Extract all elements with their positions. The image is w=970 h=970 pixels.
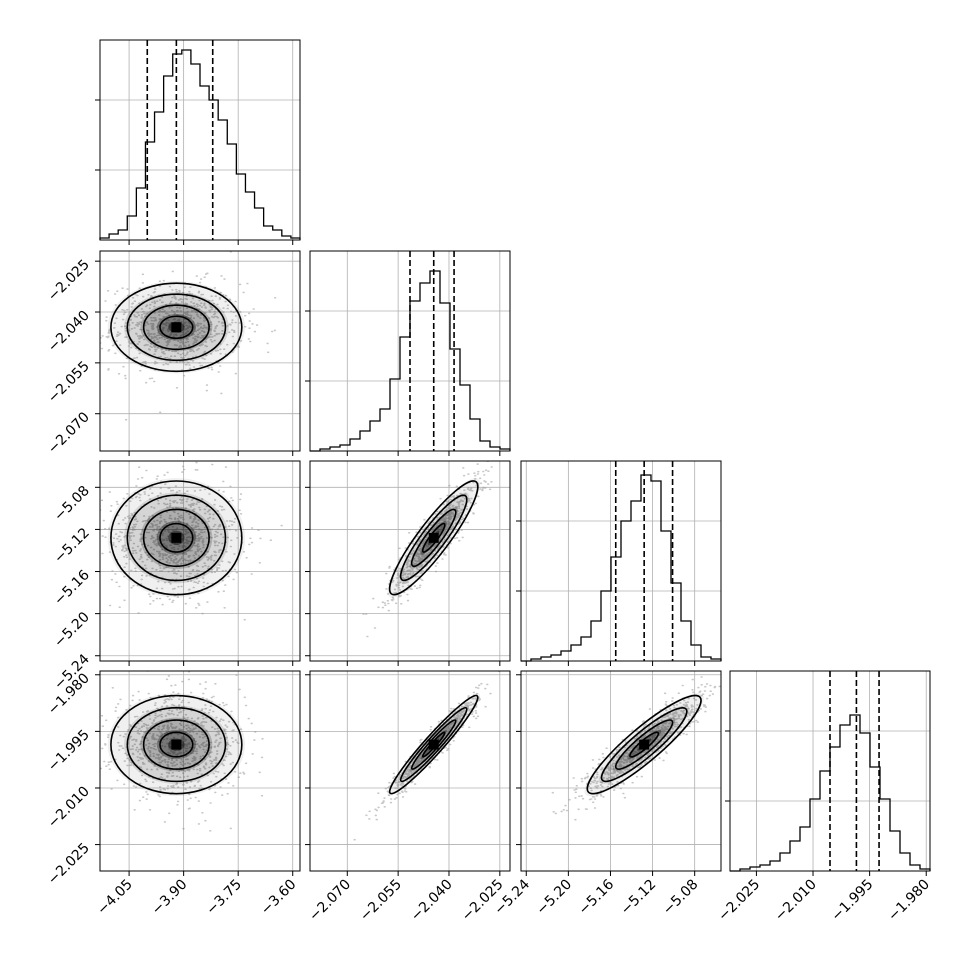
x-tick-label: −2.025	[715, 877, 763, 925]
y-tick-label: −1.995	[45, 727, 93, 775]
contour-line	[159, 731, 194, 758]
contour-line	[614, 719, 674, 770]
contour-line	[399, 494, 468, 582]
panel-frame	[309, 460, 511, 662]
x-tick-label: −4.05	[94, 877, 136, 919]
density-panel-4-1	[99, 670, 301, 872]
hist-panel-2	[305, 250, 511, 452]
contour-line	[142, 304, 210, 351]
density-content	[310, 671, 510, 871]
density-peak	[639, 739, 650, 750]
x-tick-label: −5.20	[534, 877, 576, 919]
contour-line	[399, 706, 468, 783]
contour-line	[159, 315, 194, 340]
y-tick-label: −5.08	[51, 483, 93, 525]
density-content	[310, 461, 510, 661]
density-panel-4-3	[520, 670, 722, 872]
density-panel-3-2	[309, 460, 511, 662]
x-tick-label: −3.90	[149, 877, 191, 919]
y-tick-label: −5.20	[51, 609, 93, 651]
contour-line	[410, 508, 457, 568]
density-peak	[428, 739, 439, 750]
x-tick-label: −3.60	[258, 877, 300, 919]
contour-line	[600, 706, 688, 783]
y-tick-label: −2.025	[45, 257, 93, 305]
x-tick-label: −1.980	[885, 877, 933, 925]
density-peak	[171, 532, 182, 543]
contour-line	[110, 480, 243, 596]
x-tick-label: −2.070	[306, 877, 354, 925]
hist-panel-1	[95, 39, 301, 241]
panel-background	[521, 461, 721, 661]
x-tick-label: −2.055	[357, 877, 405, 925]
panel-frame	[99, 39, 301, 241]
panel-frame	[99, 460, 301, 662]
panel-frame	[309, 250, 511, 452]
y-tick-label: −2.010	[45, 783, 93, 831]
density-peak	[171, 322, 182, 333]
contour-line	[110, 282, 243, 373]
contour-line	[126, 706, 227, 783]
scatter-points	[100, 671, 264, 832]
x-tick-label: −2.040	[408, 877, 456, 925]
contour-line	[142, 508, 210, 568]
panel-frame	[99, 670, 301, 872]
hist-panel-4	[725, 670, 931, 872]
panel-frame	[520, 460, 722, 662]
contour-line	[388, 694, 479, 795]
histogram-3	[521, 474, 722, 662]
density-panel-3-1	[99, 460, 301, 662]
density-panel-4-2	[309, 670, 511, 872]
y-tick-label: −2.055	[45, 358, 93, 406]
x-tick-label: −1.995	[829, 877, 877, 925]
contour-line	[142, 719, 210, 770]
panel-frame	[99, 250, 301, 452]
x-tick-label: −3.75	[203, 877, 245, 919]
density-peak	[171, 739, 182, 750]
contour-line	[586, 694, 702, 795]
hist-panel-3	[516, 460, 722, 662]
density-content	[521, 671, 721, 871]
panel-frame	[520, 670, 722, 872]
panel-frame	[729, 670, 931, 872]
density-peak	[428, 532, 439, 543]
contour-line	[110, 694, 243, 795]
contour-line	[159, 522, 194, 553]
x-tick-label: −5.08	[660, 877, 702, 919]
panel-frame	[309, 670, 511, 872]
panel-background	[100, 251, 300, 451]
contour-line	[388, 480, 479, 596]
x-tick-label: −2.010	[772, 877, 820, 925]
y-tick-label: −5.12	[51, 525, 93, 567]
density-content	[100, 251, 300, 451]
x-tick-label: −5.12	[618, 877, 660, 919]
contour-line	[126, 293, 227, 362]
histogram-1	[99, 49, 301, 240]
y-tick-label: −2.025	[45, 840, 93, 888]
density-content	[100, 671, 300, 871]
density-panel-2-1	[99, 250, 301, 452]
contour-line	[126, 494, 227, 582]
x-tick-label: −5.16	[576, 876, 618, 918]
y-tick-label: −2.040	[45, 308, 93, 356]
y-tick-label: −5.16	[51, 567, 93, 609]
density-content	[100, 461, 300, 661]
y-tick-label: −2.070	[45, 409, 93, 457]
